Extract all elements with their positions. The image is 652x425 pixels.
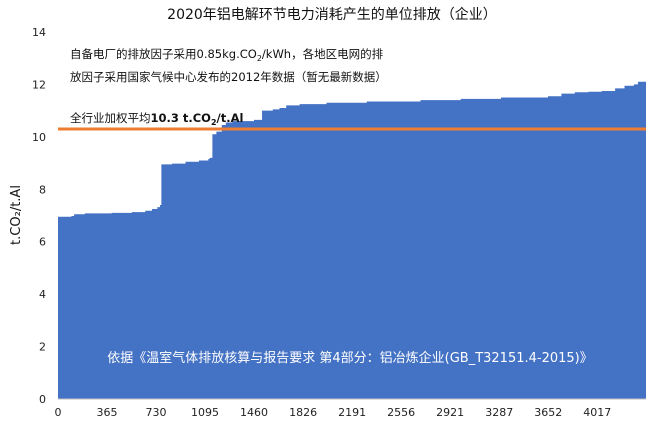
note-line-1-sub: 2 [257, 54, 262, 63]
x-tick-label: 1460 [240, 406, 268, 419]
x-tick-label: 3287 [485, 406, 513, 419]
note-line-1-a: 自备电厂的排放因子采用0.85kg.CO [70, 47, 257, 61]
y-tick-label: 0 [39, 393, 46, 406]
y-tick-label: 12 [32, 78, 46, 91]
footer-annotation: 依据《温室气体排放核算与报告要求 第4部分：铝冶炼企业(GB_T32151.4-… [107, 350, 593, 366]
y-axis-label-group: t.CO₂/t.Al [9, 185, 24, 245]
x-tick-label: 730 [146, 406, 167, 419]
average-label-sub: 2 [211, 118, 217, 127]
y-tick-label: 14 [32, 26, 46, 39]
x-axis: 0 365 730 1095 1460 1826 2191 2556 2921 3287 3652 4… [55, 398, 646, 419]
x-tick-label: 4017 [583, 406, 611, 419]
note-line-1-b: /kWh，各地区电网的排 [262, 47, 384, 61]
average-label-suffix: /t.Al [217, 111, 244, 125]
y-tick-label: 6 [39, 236, 46, 249]
x-tick-label: 1095 [191, 406, 219, 419]
x-tick-label: 365 [97, 406, 118, 419]
note-line-2: 放因子采用国家气候中心发布的2012年数据（暂无最新数据） [70, 70, 387, 84]
x-tick-label: 2921 [436, 406, 464, 419]
x-tick-label: 2556 [387, 406, 415, 419]
y-tick-label: 4 [39, 288, 46, 301]
y-axis-label: t.CO₂/t.Al [9, 185, 24, 245]
series-area-0 [58, 81, 646, 400]
x-tick-label: 3652 [534, 406, 562, 419]
y-axis: 0 2 4 6 8 10 12 14 [32, 26, 46, 406]
plot-area [58, 81, 646, 400]
chart-title: 2020年铝电解环节电力消耗产生的单位排放（企业） [167, 6, 497, 23]
x-tick-label: 2191 [338, 406, 366, 419]
x-tick-label: 1826 [289, 406, 317, 419]
y-tick-label: 10 [32, 131, 46, 144]
average-label-prefix: 全行业加权平均 [70, 111, 151, 125]
average-label: 全行业加权平均10.3 t.CO2/t.Al [70, 111, 243, 127]
x-tick-label: 0 [55, 406, 62, 419]
y-tick-label: 8 [39, 183, 46, 196]
y-tick-label: 2 [39, 341, 46, 354]
note-line-1: 自备电厂的排放因子采用0.85kg.CO2/kWh，各地区电网的排 [70, 47, 384, 63]
average-label-value: 10.3 t.CO [151, 111, 212, 125]
